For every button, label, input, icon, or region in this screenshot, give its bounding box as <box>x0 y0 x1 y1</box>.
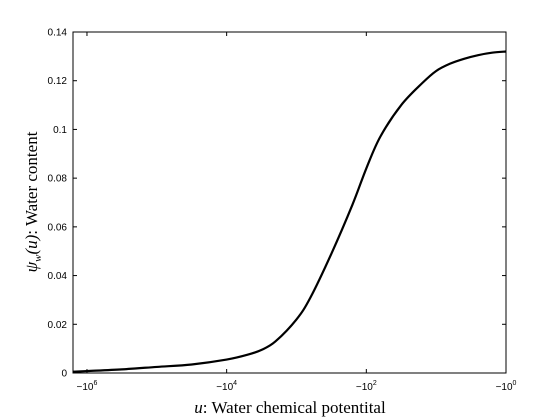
y-axis-label: ψw(u): Water content <box>22 131 44 272</box>
y-tick-label: 0.14 <box>48 28 68 39</box>
x-tick-label: −100 <box>496 380 517 393</box>
water-content-curve <box>72 50 507 373</box>
y-tick-label: 0.08 <box>48 174 68 185</box>
y-tick-label: 0.1 <box>53 125 67 136</box>
y-tick-label: 0.06 <box>48 222 68 233</box>
x-tick-label: −106 <box>77 380 98 393</box>
x-axis-label-text: : Water chemical potentital <box>203 398 386 417</box>
x-axis-label-var: u <box>194 398 203 417</box>
y-axis-label-arg: (u) <box>22 234 41 254</box>
x-tick-label: −102 <box>356 380 377 393</box>
y-tick-label: 0.04 <box>48 271 68 282</box>
y-axis-ticks: 0 0.02 0.04 0.06 0.08 0.1 0.12 0.14 <box>48 28 506 380</box>
x-axis-ticks: −106 −104 −102 −100 <box>77 32 517 393</box>
y-tick-label: 0.02 <box>48 320 68 331</box>
plot-area <box>72 31 507 374</box>
y-tick-label: 0 <box>61 369 67 380</box>
y-axis-label-var: ψ <box>22 261 41 272</box>
x-tick-label: −104 <box>216 380 237 393</box>
x-axis-label: u: Water chemical potentital <box>194 398 386 417</box>
y-axis-label-sub: w <box>32 254 44 262</box>
y-tick-label: 0.12 <box>48 76 68 87</box>
y-axis-label-text: : Water content <box>22 131 41 234</box>
